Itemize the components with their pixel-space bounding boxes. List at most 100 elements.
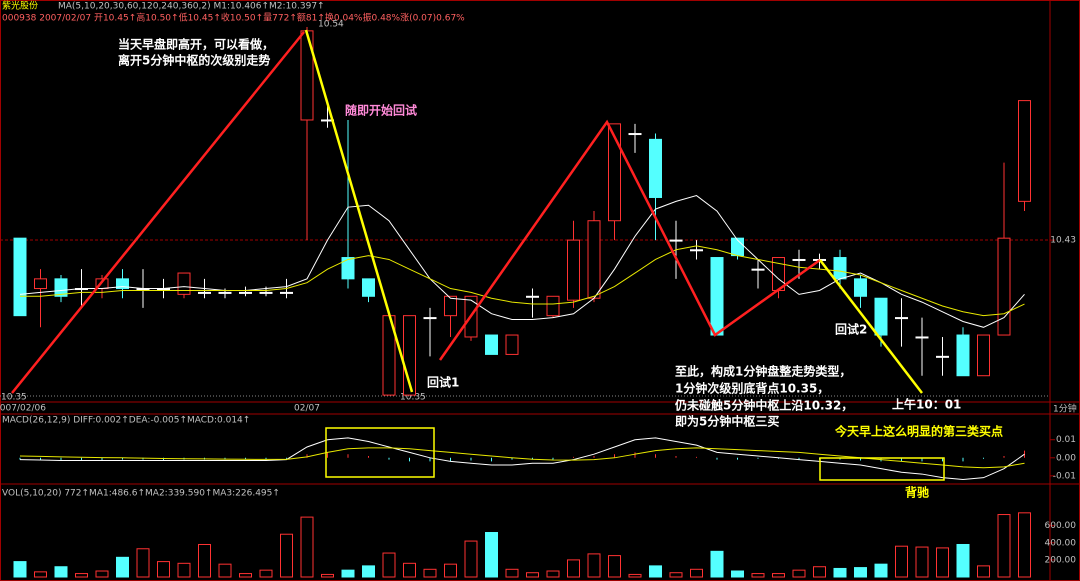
volume-bar: [936, 547, 949, 578]
candle-body: [833, 257, 847, 280]
annotation: 即为5分钟中枢三买: [675, 414, 779, 429]
volume-bar: [239, 573, 252, 578]
candle-body: [341, 257, 355, 280]
candle-body: [854, 278, 867, 297]
volume-bar: [300, 516, 314, 578]
y-tick-label: 400.00: [1045, 538, 1077, 548]
volume-bar: [792, 569, 806, 578]
volume-bar: [956, 543, 970, 578]
volume-bar: [772, 573, 785, 578]
volume-bar: [136, 548, 150, 578]
candle-body: [54, 278, 68, 297]
candle-body: [444, 295, 457, 317]
candle-body: [280, 291, 293, 294]
volume-bar: [485, 532, 498, 578]
candle-body: [546, 295, 560, 317]
annotation: 当天早盘即高开，可以看做，: [118, 37, 274, 52]
volume-bar: [833, 567, 847, 578]
volume-bar: [54, 566, 68, 578]
annotation: 上午10：01: [892, 397, 961, 412]
candle-body: [997, 237, 1011, 336]
candle-body: [239, 291, 252, 294]
volume-bar: [218, 563, 232, 578]
volume-bar: [874, 563, 888, 578]
candle-body: [177, 272, 191, 295]
volume-bar: [608, 555, 621, 578]
annotation: 背驰: [905, 485, 929, 500]
volume-bar: [813, 566, 826, 578]
candle-body: [587, 220, 601, 299]
candle-body: [13, 237, 27, 317]
volume-bar: [341, 569, 355, 578]
volume-bar: [75, 573, 88, 578]
annotation: 1分钟次级别底背点10.35，: [675, 381, 829, 396]
candle-body: [874, 297, 888, 336]
candle-body: [649, 138, 662, 198]
candle-body: [977, 334, 990, 377]
volume-bar: [34, 571, 47, 578]
x-tick-label: 2007/02/06: [0, 404, 46, 414]
volume-bar: [157, 561, 170, 578]
candle-body: [567, 239, 580, 301]
candle-body: [505, 334, 519, 355]
volume-bar: [403, 562, 416, 578]
stock-name: 紫光股份: [2, 0, 38, 12]
volume-bar: [669, 572, 683, 578]
candle-body: [34, 278, 47, 290]
candle-body: [198, 291, 211, 294]
volume-bar: [915, 546, 929, 578]
volume-bar: [95, 570, 109, 578]
ma-header: MA(5,10,20,30,60,120,240,360,2) M1:10.40…: [58, 2, 325, 12]
candle-body: [423, 317, 437, 320]
volume-bar: [526, 572, 539, 578]
plot: 10.43 2007/02/06 02/07 0.01 0.00 -0.01 600.00 4…: [0, 26, 1077, 578]
candle-body: [956, 334, 970, 377]
y-tick-label: 600.00: [1045, 521, 1077, 531]
annotation: 回试2: [835, 322, 867, 337]
quote-header: 000938 2007/02/07 开10.45↑高10.50↑低10.45↑收…: [2, 12, 465, 24]
indicator-line: [20, 245, 1025, 317]
volume-bar: [464, 540, 478, 578]
volume-bar: [977, 565, 990, 578]
volume-bar: [997, 514, 1011, 578]
y-tick-label: 200.00: [1045, 555, 1077, 565]
volume-bar: [628, 573, 642, 578]
annotation: 离开5分钟中枢的次级别走势: [118, 53, 270, 68]
volume-bar: [567, 559, 580, 578]
candle-body: [1018, 100, 1031, 202]
volume-bar: [280, 533, 293, 578]
volume-bar: [177, 562, 191, 578]
trend-lines: [11, 29, 945, 481]
y-tick-label: 0.00: [1056, 453, 1076, 463]
indicator-line: [19, 437, 1025, 480]
min-label: 10.35: [400, 393, 426, 403]
y-tick-label: 10.43: [1050, 236, 1076, 246]
candle-body: [915, 336, 929, 339]
volume-bar: [382, 552, 396, 578]
volume-bar: [751, 573, 765, 578]
volume-bar: [362, 565, 375, 578]
volume-bar: [198, 543, 211, 578]
candle-body: [116, 278, 129, 290]
candle-body: [259, 291, 273, 294]
period-label: 1分钟: [1053, 403, 1077, 415]
y-tick-label: 0.01: [1056, 435, 1076, 445]
candle-body: [751, 268, 765, 271]
x-tick-label: 02/07: [294, 404, 320, 414]
volume-bar: [423, 568, 437, 578]
candle-body: [792, 258, 806, 261]
volume-bar: [116, 556, 129, 578]
volume-bar: [505, 568, 519, 578]
volume-bar: [587, 553, 601, 578]
candle-body: [362, 278, 375, 297]
volume-bar: [546, 570, 560, 578]
volume-bar: [649, 565, 662, 578]
max-label: 10.54: [318, 20, 344, 30]
annotation: 回试1: [427, 375, 459, 390]
candle-body: [485, 334, 498, 355]
indicator-line: [19, 194, 1025, 328]
annotation: 仍未碰触5分钟中枢上沿10.32，: [674, 398, 853, 413]
y-tick-label: -0.01: [1053, 471, 1076, 481]
candle-body: [669, 239, 683, 242]
